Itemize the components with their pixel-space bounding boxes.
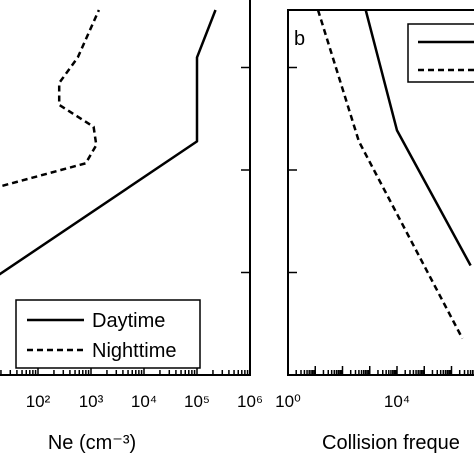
series-line-daytime (0, 9, 217, 276)
x-tick-label: 10⁴ (131, 392, 157, 411)
panel-b-ticks (288, 66, 474, 375)
panel-a-lines (0, 9, 217, 276)
panel-b-x-tick-labels: 10⁰ 10⁴ (275, 392, 410, 411)
x-tick-label: 10⁴ (384, 392, 410, 411)
panel-b-lines (316, 9, 472, 340)
series-line-dashed-1 (316, 9, 464, 340)
panel-a-x-tick-labels: 10² 10³ 10⁴ 10⁵ 10⁶ (26, 392, 263, 411)
panel-a: 10² 10³ 10⁴ 10⁵ 10⁶ Ne (cm⁻³) Daytime Nightt… (0, 0, 263, 454)
legend-daytime-label: Daytime (92, 310, 165, 332)
x-tick-label: 10² (26, 392, 51, 411)
panel-a-x-axis-title: Ne (cm⁻³) (48, 432, 136, 454)
x-tick-label: 10⁰ (275, 392, 301, 411)
panel-a-ticks (0, 66, 250, 375)
x-tick-label: 10⁶ (237, 392, 263, 411)
x-tick-label: 10³ (79, 392, 104, 411)
series-line-solid-0 (364, 9, 472, 267)
x-tick-label: 10⁵ (184, 392, 210, 411)
panel-b-legend (407, 23, 474, 83)
legend-nighttime-label: Nighttime (92, 340, 176, 362)
panel-a-legend-box (15, 299, 201, 369)
panel-b-legend-box (407, 23, 474, 83)
series-line-nighttime (0, 9, 101, 188)
panel-a-legend: Daytime Nighttime (15, 299, 201, 369)
panel-b: 10⁰ 10⁴ b Collision freque (275, 9, 474, 454)
panel-b-letter: b (294, 28, 305, 50)
panel-a-frame (0, 0, 251, 376)
panel-b-x-axis-title: Collision freque (322, 432, 460, 454)
